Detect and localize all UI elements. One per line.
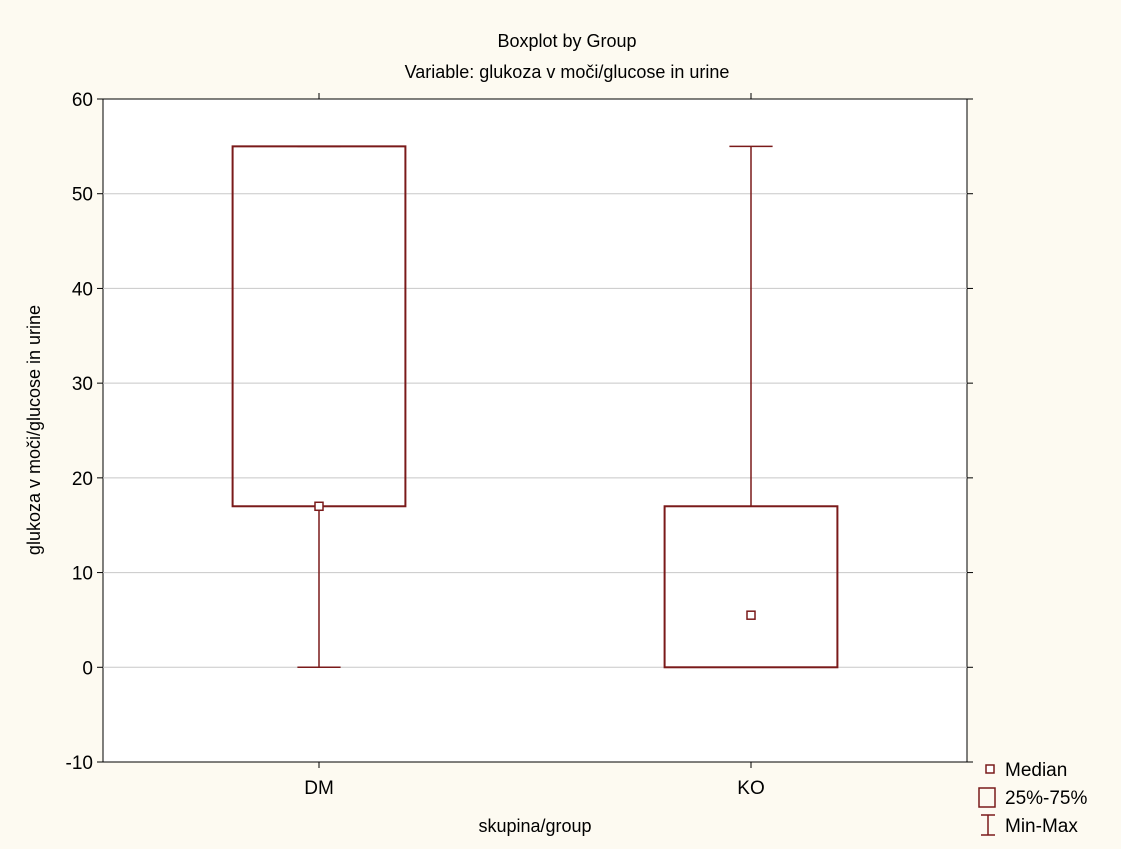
box-group-ko (663, 145, 839, 669)
x-axis-label: skupina/group (478, 816, 591, 836)
legend-entry-range: Min-Max (981, 814, 1078, 837)
x-tick-label: DM (304, 778, 334, 799)
y-tick-label: 20 (72, 469, 93, 490)
legend-median-marker (985, 764, 995, 774)
y-tick-label: 50 (72, 185, 93, 206)
y-tick-label: 40 (72, 279, 93, 300)
box-iqr (663, 505, 839, 669)
chart-title: Boxplot by Group (497, 31, 636, 51)
legend-iqr-label: 25%-75% (1005, 788, 1087, 809)
boxes (231, 145, 839, 669)
legend-range-label: Min-Max (1005, 816, 1078, 837)
y-tick-label: 0 (82, 658, 93, 679)
median-marker (746, 610, 756, 620)
legend: Median 25%-75% Min-Max (978, 760, 1087, 837)
y-axis-ticks: -10 0 10 20 30 40 50 60 (66, 90, 973, 774)
legend-entry-median: Median (985, 760, 1067, 781)
y-tick-label: -10 (66, 753, 93, 774)
x-tick-label: KO (737, 778, 764, 799)
y-tick-label: 30 (72, 374, 93, 395)
median-marker (314, 501, 324, 512)
plot-area (102, 98, 968, 763)
box-group-dm (231, 145, 407, 669)
legend-entry-iqr: 25%-75% (978, 787, 1087, 809)
x-axis-ticks: DM KO (304, 93, 765, 799)
legend-box-marker (978, 787, 996, 808)
legend-median-label: Median (1005, 760, 1067, 781)
y-tick-label: 60 (72, 90, 93, 111)
y-tick-label: 10 (72, 564, 93, 585)
chart-subtitle: Variable: glukoza v moči/glucose in urin… (405, 62, 730, 82)
y-axis-label: glukoza v moči/glucose in urine (24, 305, 44, 555)
